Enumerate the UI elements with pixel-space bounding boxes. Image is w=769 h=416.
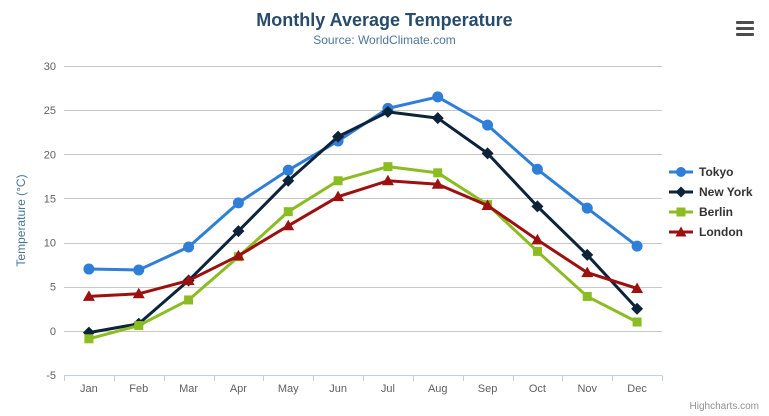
marker-london[interactable] <box>82 290 95 301</box>
hamburger-icon <box>736 20 754 24</box>
marker-london[interactable] <box>431 178 444 189</box>
marker-new-york[interactable] <box>531 200 544 213</box>
x-axis-label: Mar <box>179 383 198 395</box>
x-axis-label: May <box>278 383 299 395</box>
marker-berlin[interactable] <box>84 334 94 344</box>
marker-london[interactable] <box>581 266 594 278</box>
marker-tokyo[interactable] <box>631 240 643 252</box>
chart-subtitle: Source: WorldClimate.com <box>313 33 456 47</box>
hamburger-icon <box>736 26 754 30</box>
legend-item-tokyo[interactable]: Tokyo <box>668 162 753 182</box>
marker-tokyo[interactable] <box>482 119 494 131</box>
legend-label: Berlin <box>699 205 734 219</box>
marker-tokyo[interactable] <box>282 164 294 176</box>
x-axis-label: Aug <box>428 383 448 395</box>
marker-london[interactable] <box>631 282 644 293</box>
marker-new-york[interactable] <box>581 248 594 261</box>
y-axis-label: 20 <box>44 149 56 161</box>
y-axis-label: 5 <box>50 282 56 294</box>
marker-berlin[interactable] <box>383 162 393 172</box>
marker-new-york[interactable] <box>232 225 245 238</box>
marker-new-york[interactable] <box>381 105 394 118</box>
marker-tokyo[interactable] <box>133 264 145 276</box>
x-axis-label: Dec <box>627 383 647 395</box>
marker-london[interactable] <box>381 174 394 186</box>
marker-tokyo[interactable] <box>83 263 95 275</box>
marker-tokyo[interactable] <box>232 197 244 209</box>
x-axis-label: Jun <box>329 383 347 395</box>
marker-london[interactable] <box>132 287 145 299</box>
marker-london[interactable] <box>481 199 494 210</box>
marker-new-york[interactable] <box>282 174 295 187</box>
x-axis-label: Nov <box>577 383 597 395</box>
legend-label: New York <box>699 185 753 199</box>
y-axis-title: Temperature (°C) <box>14 174 28 266</box>
series-line-berlin[interactable] <box>87 165 639 341</box>
x-axis-label: Feb <box>129 383 148 395</box>
marker-berlin[interactable] <box>433 168 443 178</box>
y-axis-label: 0 <box>50 326 56 338</box>
marker-berlin[interactable] <box>134 321 144 331</box>
x-axis-label: Apr <box>230 383 247 395</box>
x-axis-label: Oct <box>529 383 546 395</box>
marker-berlin[interactable] <box>532 246 542 256</box>
credits-link[interactable]: Highcharts.com <box>689 401 759 412</box>
marker-tokyo[interactable] <box>432 91 444 103</box>
legend-item-berlin[interactable]: Berlin <box>668 202 753 222</box>
y-axis-label: -5 <box>46 370 56 382</box>
legend-label: Tokyo <box>699 165 734 179</box>
marker-new-york[interactable] <box>631 302 644 315</box>
marker-berlin[interactable] <box>333 176 343 186</box>
marker-berlin[interactable] <box>283 207 293 217</box>
marker-new-york[interactable] <box>431 112 444 125</box>
y-axis-label: 15 <box>44 193 56 205</box>
marker-london[interactable] <box>282 219 295 231</box>
marker-tokyo[interactable] <box>581 202 593 214</box>
diamond-marker-icon <box>669 186 693 198</box>
x-axis-label: Jan <box>80 383 98 395</box>
series-line-new-york[interactable] <box>87 110 639 335</box>
marker-london[interactable] <box>332 190 345 202</box>
marker-berlin[interactable] <box>184 295 194 305</box>
marker-new-york[interactable] <box>332 130 345 143</box>
x-axis-label: Jul <box>381 383 395 395</box>
export-menu-button[interactable] <box>733 17 757 39</box>
y-axis-label: 10 <box>44 238 56 250</box>
legend-item-london[interactable]: London <box>668 222 753 242</box>
y-axis-label: 25 <box>44 105 56 117</box>
marker-london[interactable] <box>182 274 195 286</box>
chart-title: Monthly Average Temperature <box>256 10 513 30</box>
legend-item-new-york[interactable]: New York <box>668 182 753 202</box>
legend-label: London <box>699 225 743 239</box>
x-axis-label: Sep <box>478 383 498 395</box>
marker-berlin[interactable] <box>582 291 592 301</box>
triangle-marker-icon <box>669 226 693 237</box>
marker-london[interactable] <box>531 233 544 245</box>
circle-marker-icon <box>669 167 693 177</box>
marker-tokyo[interactable] <box>183 241 195 253</box>
y-axis-label: 30 <box>44 61 56 73</box>
series-line-london[interactable] <box>87 179 639 298</box>
marker-new-york[interactable] <box>481 147 494 160</box>
marker-berlin[interactable] <box>632 317 642 327</box>
square-marker-icon <box>669 207 693 217</box>
hamburger-icon <box>736 32 754 36</box>
marker-tokyo[interactable] <box>531 163 543 175</box>
marker-london[interactable] <box>232 249 245 261</box>
legend: Tokyo New York Berlin London <box>668 162 753 242</box>
